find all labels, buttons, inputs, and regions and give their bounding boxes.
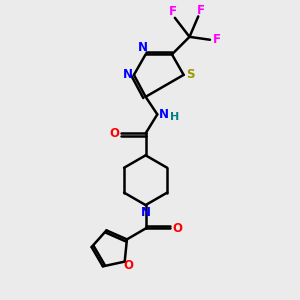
Text: N: N [138, 41, 148, 55]
Text: N: N [159, 108, 169, 121]
Text: O: O [109, 127, 119, 140]
Text: S: S [186, 68, 194, 81]
Text: H: H [170, 112, 179, 122]
Text: O: O [124, 259, 134, 272]
Text: F: F [169, 5, 176, 19]
Text: N: N [122, 68, 133, 81]
Text: F: F [196, 4, 205, 17]
Text: N: N [141, 206, 151, 219]
Text: F: F [213, 33, 221, 46]
Text: O: O [172, 222, 182, 235]
